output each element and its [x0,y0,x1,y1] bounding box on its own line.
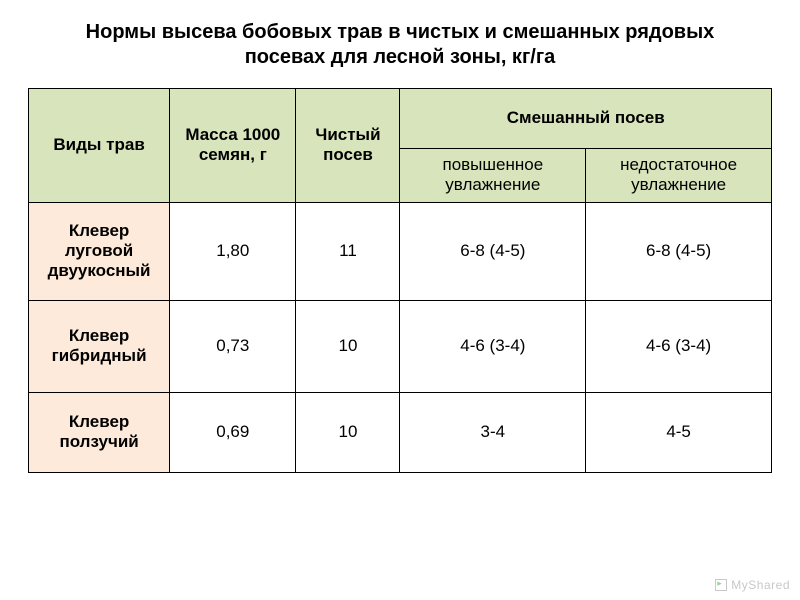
slide-container: Нормы высева бобовых трав в чистых и сме… [0,0,800,600]
header-mixed-group: Смешанный посев [400,89,772,149]
header-pure: Чистый посев [296,89,400,203]
cell-pure: 11 [296,202,400,300]
cell-mix-low: 4-6 (3-4) [586,300,772,392]
cell-mix-high: 4-6 (3-4) [400,300,586,392]
cell-mix-high: 6-8 (4-5) [400,202,586,300]
row-label: Клевер луговой двуукосный [29,202,170,300]
table-row: Клевер гибридный 0,73 10 4-6 (3-4) 4-6 (… [29,300,772,392]
header-mixed-low: недостаточное увлажнение [586,149,772,203]
cell-mass: 0,69 [170,392,296,472]
header-mass: Масса 1000 семян, г [170,89,296,203]
watermark-text: MyShared [731,578,790,592]
page-title: Нормы высева бобовых трав в чистых и сме… [28,20,772,70]
table-row: Клевер луговой двуукосный 1,80 11 6-8 (4… [29,202,772,300]
cell-mass: 0,73 [170,300,296,392]
row-label: Клевер ползучий [29,392,170,472]
row-label: Клевер гибридный [29,300,170,392]
data-table: Виды трав Масса 1000 семян, г Чистый пос… [28,88,772,473]
table-row: Клевер ползучий 0,69 10 3-4 4-5 [29,392,772,472]
cell-mass: 1,80 [170,202,296,300]
watermark-icon [715,579,727,591]
cell-mix-low: 4-5 [586,392,772,472]
cell-mix-low: 6-8 (4-5) [586,202,772,300]
cell-pure: 10 [296,392,400,472]
header-mixed-high: повышенное увлажнение [400,149,586,203]
header-species: Виды трав [29,89,170,203]
watermark: MyShared [715,578,790,592]
table-header-row-1: Виды трав Масса 1000 семян, г Чистый пос… [29,89,772,149]
cell-pure: 10 [296,300,400,392]
cell-mix-high: 3-4 [400,392,586,472]
